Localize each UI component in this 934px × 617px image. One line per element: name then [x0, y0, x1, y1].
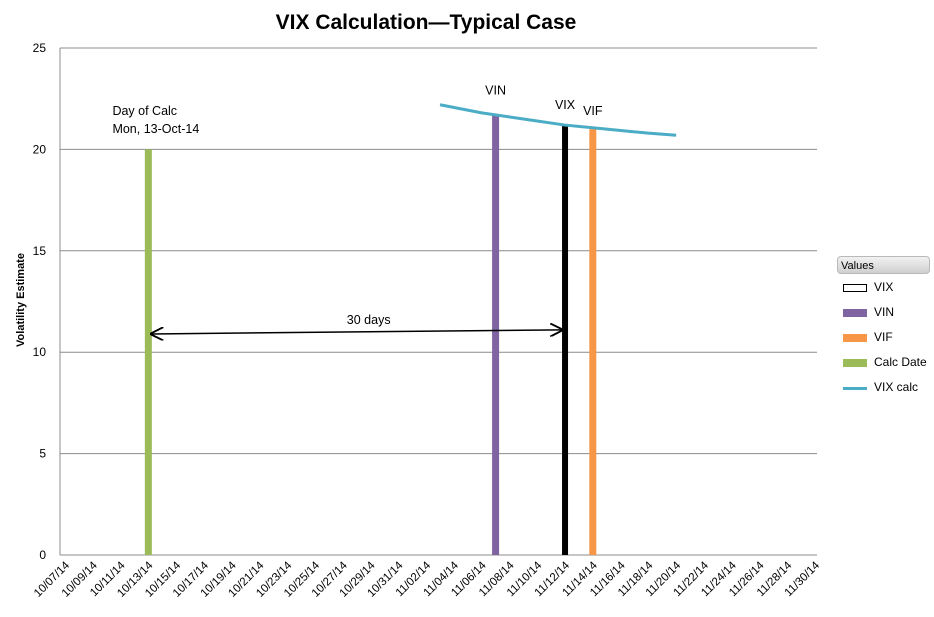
legend-swatch: [843, 309, 867, 317]
y-tick-label: 5: [39, 447, 46, 461]
legend-item: Calc Date: [843, 353, 934, 378]
legend-swatch: [843, 359, 867, 367]
annotation-vin: VIN: [485, 84, 506, 98]
grid: [59, 47, 817, 556]
legend-item: VIF: [843, 328, 934, 353]
legend-swatch: [843, 284, 867, 292]
bar-vix: [562, 125, 569, 556]
y-tick-label: 0: [39, 548, 46, 562]
legend-title[interactable]: Values: [837, 256, 930, 274]
bar-vin: [492, 114, 500, 555]
bar-calc-date: [144, 149, 152, 555]
annotation-calc: Day of Calc: [112, 104, 177, 118]
legend: VIX VIN VIF Calc Date VIX calc: [843, 278, 934, 403]
legend-label: Calc Date: [874, 355, 927, 369]
y-axis-ticks: 0 5 10 15 20 25: [33, 41, 47, 562]
legend-label: VIX calc: [874, 380, 919, 394]
bars: [144, 114, 597, 556]
legend-item: VIX calc: [843, 378, 934, 403]
legend-label: VIN: [874, 305, 895, 319]
legend-label: VIF: [874, 330, 893, 344]
bar-vif: [589, 129, 597, 555]
annotation-vif: VIF: [583, 104, 603, 118]
lines: [439, 103, 677, 137]
annotation-vix: VIX: [555, 98, 576, 112]
y-tick-label: 20: [33, 142, 47, 156]
double-arrow: [151, 330, 562, 334]
series-line-vix-calc: [439, 103, 677, 137]
annotation-calc: Mon, 13-Oct-14: [112, 122, 199, 136]
annotations: Day of Calc Mon, 13-Oct-14 VIN VIX VIF: [112, 84, 602, 136]
y-tick-label: 25: [33, 41, 47, 55]
duration-arrow: 30 days: [151, 313, 562, 334]
legend-item: VIX: [843, 278, 934, 303]
legend-label: VIX: [874, 280, 894, 294]
x-axis-ticks: 10/07/1410/09/1410/11/1410/13/1410/15/14…: [32, 559, 823, 600]
y-tick-label: 15: [33, 244, 47, 258]
chart-title: VIX Calculation—Typical Case: [276, 11, 577, 34]
y-tick-label: 10: [33, 345, 47, 359]
arrow-label: 30 days: [347, 313, 391, 327]
legend-item: VIN: [843, 303, 934, 328]
legend-swatch: [843, 334, 867, 342]
y-axis-label: Volatility Estimate: [15, 253, 27, 347]
legend-swatch: [843, 387, 867, 390]
